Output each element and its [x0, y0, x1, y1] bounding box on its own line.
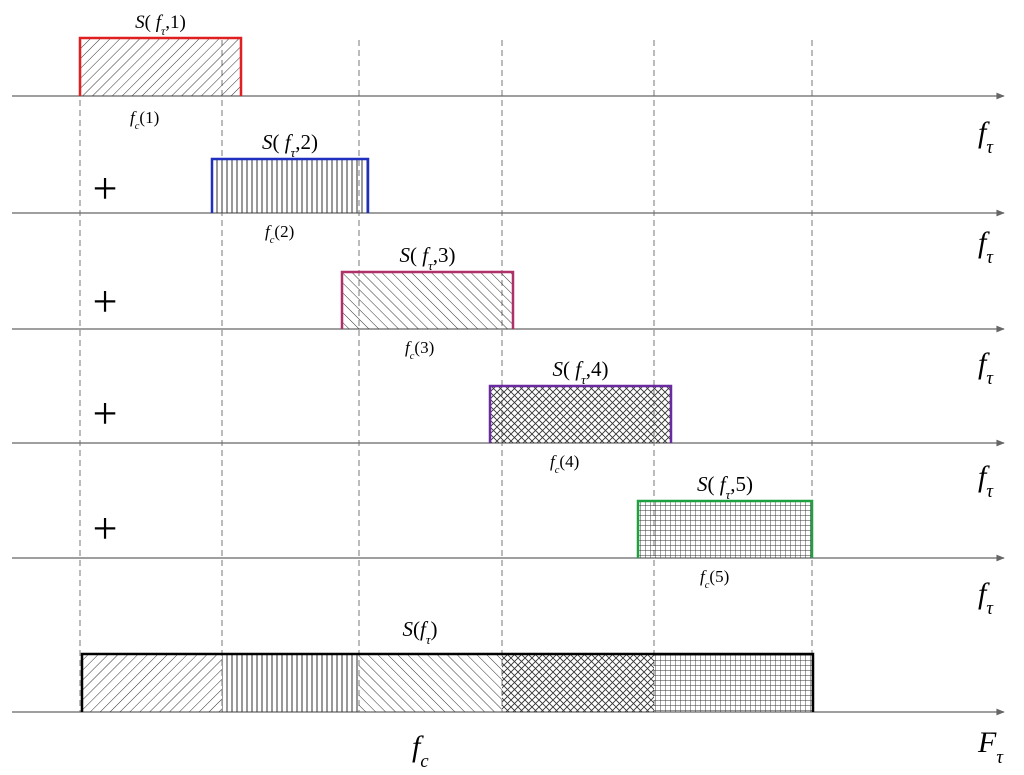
- axis-label-row-4: fτ: [978, 460, 994, 502]
- band-label-1: S( fτ,1): [135, 12, 186, 38]
- plus-sign-4: +: [93, 504, 118, 553]
- axis-label-row-3: fτ: [978, 347, 994, 389]
- combined-segment-4: [502, 654, 654, 712]
- sub-band-block-1: [80, 38, 241, 96]
- sub-band-block-3: [342, 272, 513, 329]
- center-freq-label-1: fc(1): [130, 108, 159, 132]
- center-freq-label-4: fc(4): [550, 452, 579, 476]
- center-freq-label-3: fc(3): [405, 338, 434, 362]
- combined-segment-2: [222, 654, 359, 712]
- sub-band-outline-1: [78, 36, 243, 96]
- band-label-5: S( fτ,5): [697, 472, 753, 502]
- combined-band-label: S(fτ): [402, 617, 437, 647]
- center-freq-label-5: fc(5): [700, 567, 729, 591]
- axis-label-row-5: fτ: [978, 577, 994, 619]
- combined-center-freq-label: fc: [412, 730, 429, 772]
- combined-segment-1: [82, 654, 222, 712]
- combined-outline: [80, 652, 815, 712]
- combined-segment-3: [359, 654, 502, 712]
- dashed-guide-lines: [79, 40, 813, 712]
- axis-label-row-1: fτ: [978, 116, 994, 158]
- sub-band-blocks: [78, 36, 815, 712]
- sub-band-block-5: [638, 501, 812, 558]
- band-label-2: S( fτ,2): [262, 130, 318, 160]
- plus-sign-1: +: [93, 164, 118, 213]
- sub-band-outline-2: [210, 157, 370, 213]
- center-freq-label-2: fc(2): [265, 222, 294, 246]
- sub-band-outline-4: [488, 384, 673, 443]
- plus-sign-2: +: [93, 277, 118, 326]
- sub-band-outline-5: [636, 499, 814, 558]
- sub-band-outline-3: [340, 270, 515, 329]
- sub-band-block-2: [212, 159, 368, 213]
- sub-band-block-4: [490, 386, 671, 443]
- band-label-4: S( fτ,4): [552, 357, 608, 387]
- plus-sign-3: +: [93, 389, 118, 438]
- combined-segment-5: [654, 654, 813, 712]
- axis-label-sum: Fτ: [977, 726, 1004, 768]
- band-label-3: S( fτ,3): [399, 243, 455, 273]
- axis-label-row-2: fτ: [978, 226, 994, 268]
